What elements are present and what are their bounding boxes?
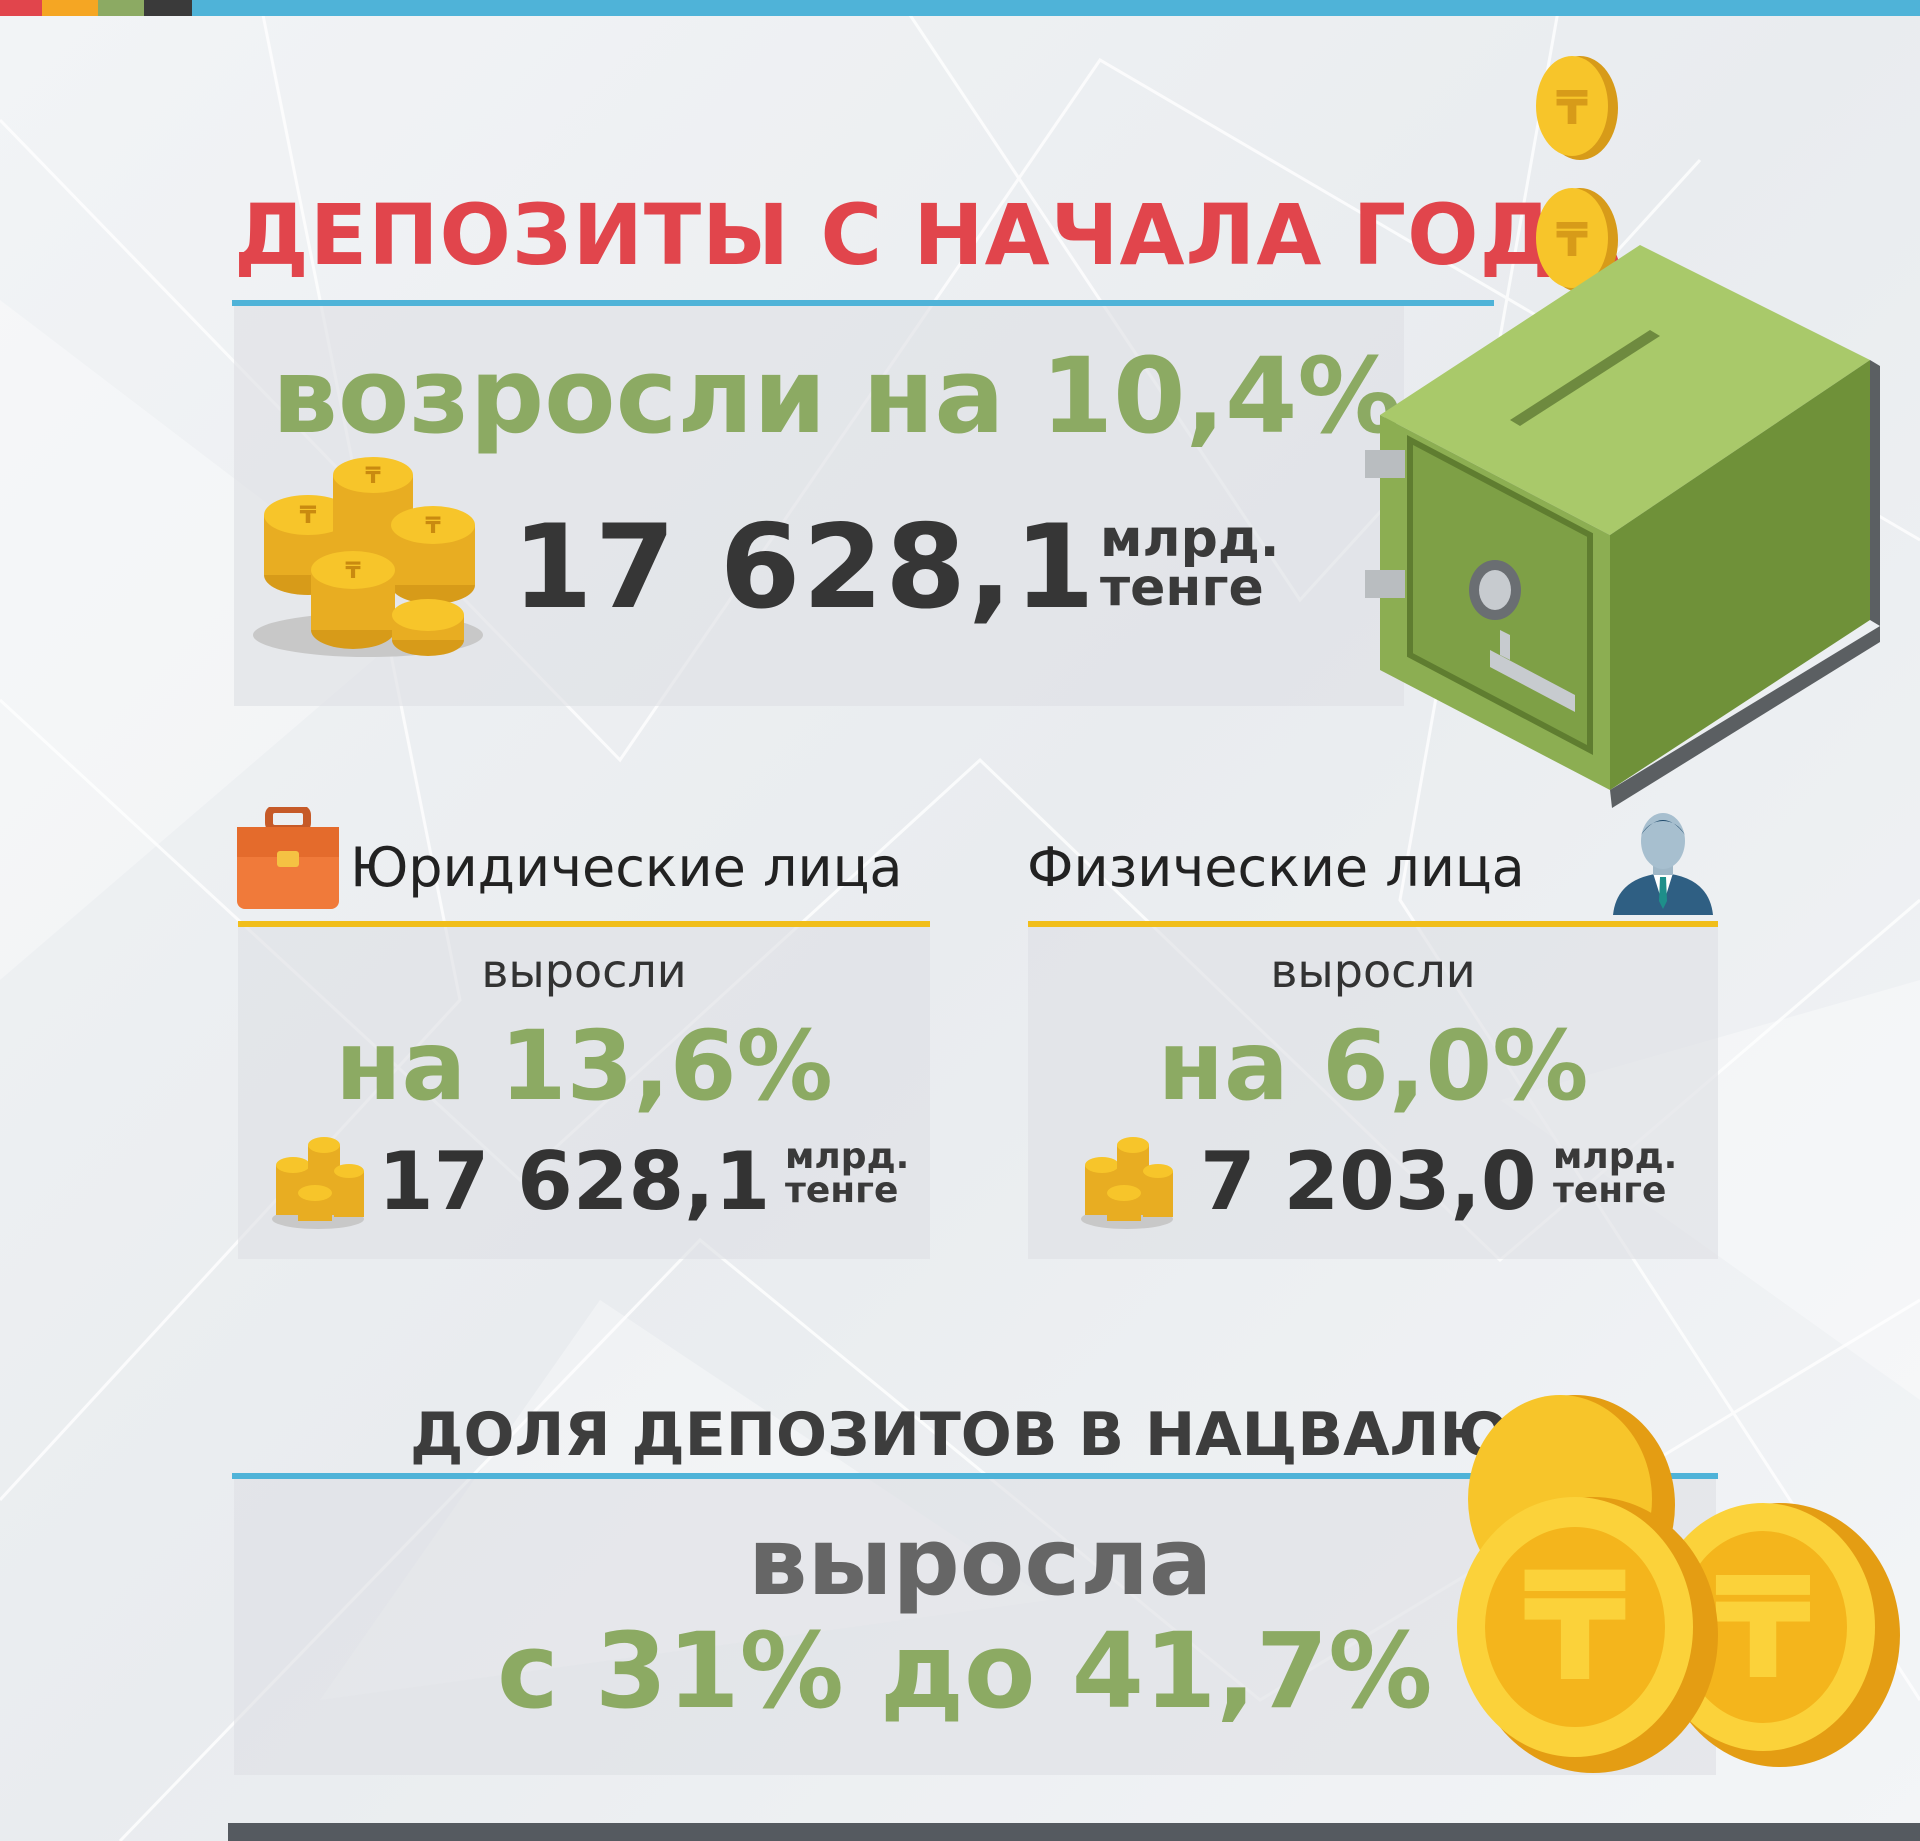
tenge-coin-icon: ₸ ₸	[1457, 1395, 1900, 1773]
share-grew-label: выросла	[748, 1508, 1213, 1617]
unit-line2: тенге	[1553, 1170, 1667, 1212]
unit-line1: млрд.	[1100, 509, 1280, 569]
tenge-coin-icon: ₸	[1536, 56, 1618, 160]
legal-growth: на 13,6%	[335, 1010, 833, 1122]
svg-text:₸: ₸	[1523, 1541, 1627, 1715]
strip-red	[0, 0, 42, 16]
individuals-growth: на 6,0%	[1157, 1010, 1589, 1122]
svg-text:₸: ₸	[345, 559, 361, 584]
legal-value: 17 628,1	[378, 1135, 771, 1228]
individuals-divider	[1028, 921, 1718, 927]
legal-grew-label: выросли	[481, 944, 687, 998]
individuals-grew-label: выросли	[1270, 944, 1476, 998]
tenge-coin-stack-icon	[272, 1137, 364, 1229]
svg-text:₸: ₸	[1556, 81, 1588, 135]
total-growth: возросли на 10,4%	[272, 335, 1402, 457]
top-color-strip	[0, 0, 1920, 16]
svg-text:₸: ₸	[300, 501, 317, 529]
strip-blue	[192, 0, 1920, 16]
bottom-bar	[228, 1823, 1920, 1841]
strip-orange	[42, 0, 98, 16]
tenge-coin-stack-icon: ₸ ₸ ₸ ₸	[253, 457, 483, 657]
individuals-label: Физические лица	[1027, 836, 1525, 899]
title-divider	[232, 300, 1494, 306]
legal-entities-label: Юридические лица	[350, 836, 903, 899]
total-deposits-value: 17 628,1	[512, 500, 1097, 635]
legal-unit: млрд. тенге	[785, 1136, 910, 1212]
individuals-unit: млрд. тенге	[1553, 1136, 1678, 1212]
svg-text:₸: ₸	[365, 464, 381, 489]
safe-icon: ₸ ₸ ₸	[1365, 56, 1880, 808]
unit-line2: тенге	[1100, 558, 1264, 619]
svg-text:₸: ₸	[1556, 213, 1588, 267]
share-title: ДОЛЯ ДЕПОЗИТОВ В НАЦВАЛЮТЕ	[410, 1400, 1592, 1470]
unit-line1: млрд.	[1553, 1136, 1678, 1177]
svg-text:₸: ₸	[425, 514, 441, 539]
share-divider	[232, 1473, 1718, 1479]
strip-dark	[144, 0, 192, 16]
briefcase-icon	[237, 807, 339, 909]
total-unit: млрд. тенге	[1100, 509, 1280, 619]
unit-line2: тенге	[785, 1170, 899, 1212]
strip-green	[98, 0, 144, 16]
page-title: ДЕПОЗИТЫ С НАЧАЛА ГОДА	[234, 186, 1622, 284]
unit-line1: млрд.	[785, 1136, 910, 1177]
person-icon	[1613, 813, 1713, 915]
svg-text:₸: ₸	[1714, 1548, 1811, 1711]
individuals-value: 7 203,0	[1200, 1135, 1537, 1228]
share-range: с 31% до 41,7%	[497, 1610, 1433, 1732]
tenge-coin-stack-icon	[1081, 1137, 1173, 1229]
legal-divider	[238, 921, 930, 927]
